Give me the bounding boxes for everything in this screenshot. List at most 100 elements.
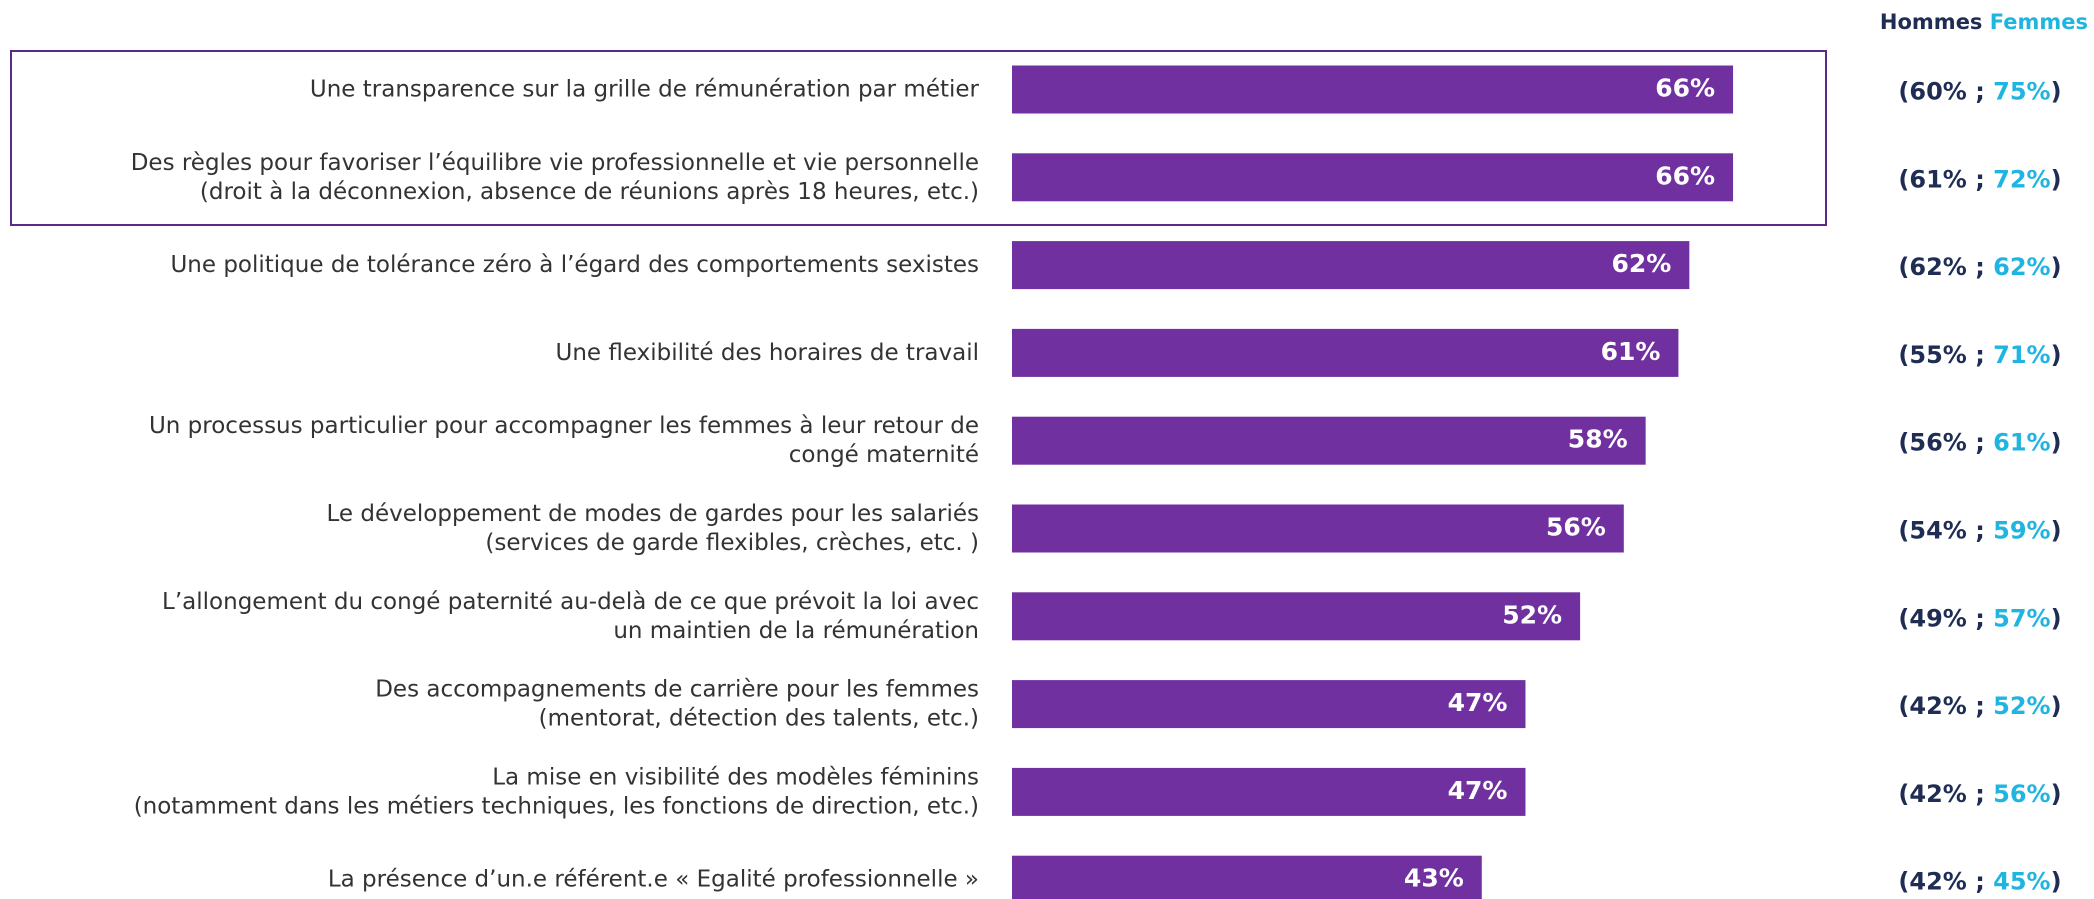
category-label: Une flexibilité des horaires de travail xyxy=(555,339,979,365)
punct: ; xyxy=(1967,604,1993,632)
value-label: 52% xyxy=(1502,600,1562,629)
punct: ; xyxy=(1967,341,1993,369)
category-line: Des accompagnements de carrière pour les… xyxy=(375,676,979,702)
value-label: 66% xyxy=(1655,74,1715,103)
breakdown: (49% ; 57%) xyxy=(1898,604,2061,632)
bar xyxy=(1012,416,1646,465)
punct: ( xyxy=(1898,692,1909,720)
punct: ; xyxy=(1967,78,1993,106)
hommes-value: 42% xyxy=(1909,692,1966,720)
punct: ) xyxy=(2051,429,2062,457)
category-line: L’allongement du congé paternité au-delà… xyxy=(162,588,979,614)
value-label: 47% xyxy=(1448,688,1508,717)
femmes-value: 75% xyxy=(1993,78,2050,106)
punct: ) xyxy=(2051,165,2062,193)
punct: ) xyxy=(2051,517,2062,545)
value-label: 62% xyxy=(1612,249,1672,278)
femmes-value: 62% xyxy=(1993,253,2050,281)
hommes-value: 49% xyxy=(1909,604,1966,632)
punct: ( xyxy=(1898,341,1909,369)
hommes-value: 55% xyxy=(1909,341,1966,369)
category-label: Des règles pour favoriser l’équilibre vi… xyxy=(131,149,979,204)
category-label: Un processus particulier pour accompagne… xyxy=(149,413,979,468)
value-label: 58% xyxy=(1568,425,1628,454)
hommes-value: 54% xyxy=(1909,517,1966,545)
punct: ) xyxy=(2051,868,2062,896)
punct: ( xyxy=(1898,429,1909,457)
category-line: Un processus particulier pour accompagne… xyxy=(149,413,979,439)
femmes-value: 45% xyxy=(1993,868,2050,896)
femmes-value: 72% xyxy=(1993,165,2050,193)
punct: ( xyxy=(1898,780,1909,808)
punct: ) xyxy=(2051,341,2062,369)
punct: ) xyxy=(2051,78,2062,106)
femmes-value: 61% xyxy=(1993,429,2050,457)
punct: ( xyxy=(1898,78,1909,106)
femmes-value: 57% xyxy=(1993,604,2050,632)
category-label: Une transparence sur la grille de rémuné… xyxy=(310,76,980,102)
hommes-value: 56% xyxy=(1909,429,1966,457)
value-label: 43% xyxy=(1404,864,1464,893)
hommes-value: 60% xyxy=(1909,78,1966,106)
legend-entry: Femmes xyxy=(1990,10,2088,34)
breakdown: (42% ; 56%) xyxy=(1898,780,2061,808)
breakdown: (54% ; 59%) xyxy=(1898,517,2061,545)
category-line: (notamment dans les métiers techniques, … xyxy=(134,793,979,819)
bar xyxy=(1012,855,1482,899)
punct: ; xyxy=(1967,517,1993,545)
category-label: La mise en visibilité des modèles fémini… xyxy=(134,764,979,819)
category-line: Des règles pour favoriser l’équilibre vi… xyxy=(131,149,979,175)
breakdown: (62% ; 62%) xyxy=(1898,253,2061,281)
bar xyxy=(1012,592,1581,641)
hommes-value: 62% xyxy=(1909,253,1966,281)
femmes-value: 56% xyxy=(1993,780,2050,808)
category-line: congé maternité xyxy=(789,442,979,468)
breakdown: (42% ; 45%) xyxy=(1898,868,2061,896)
punct: ( xyxy=(1898,165,1909,193)
punct: ( xyxy=(1898,604,1909,632)
punct: ) xyxy=(2051,780,2062,808)
punct: ( xyxy=(1898,253,1909,281)
punct: ; xyxy=(1967,429,1993,457)
category-line: Une transparence sur la grille de rémuné… xyxy=(310,76,980,102)
value-label: 66% xyxy=(1655,161,1715,190)
punct: ( xyxy=(1898,868,1909,896)
category-label: La présence d’un.e référent.e « Egalité … xyxy=(328,866,979,892)
category-line: La présence d’un.e référent.e « Egalité … xyxy=(328,866,979,892)
category-line: (mentorat, détection des talents, etc.) xyxy=(539,705,979,731)
value-label: 61% xyxy=(1601,337,1661,366)
punct: ; xyxy=(1967,253,1993,281)
category-line: (droit à la déconnexion, absence de réun… xyxy=(200,178,979,204)
value-label: 56% xyxy=(1546,513,1606,542)
legend-entry: Hommes xyxy=(1880,10,1983,34)
bar xyxy=(1012,153,1734,202)
punct: ( xyxy=(1898,517,1909,545)
category-line: Une flexibilité des horaires de travail xyxy=(555,339,979,365)
femmes-value: 59% xyxy=(1993,517,2050,545)
category-label: Une politique de tolérance zéro à l’égar… xyxy=(170,252,979,278)
breakdown: (42% ; 52%) xyxy=(1898,692,2061,720)
punct: ; xyxy=(1967,692,1993,720)
hommes-value: 42% xyxy=(1909,868,1966,896)
category-line: Le développement de modes de gardes pour… xyxy=(327,501,979,527)
punct: ; xyxy=(1967,780,1993,808)
bar xyxy=(1012,767,1526,816)
category-line: (services de garde flexibles, crèches, e… xyxy=(485,530,979,556)
bar xyxy=(1012,680,1526,729)
category-line: un maintien de la rémunération xyxy=(613,617,979,643)
value-label: 47% xyxy=(1448,776,1508,805)
breakdown: (61% ; 72%) xyxy=(1898,165,2061,193)
breakdown: (56% ; 61%) xyxy=(1898,429,2061,457)
category-line: Une politique de tolérance zéro à l’égar… xyxy=(170,252,979,278)
punct: ) xyxy=(2051,692,2062,720)
highlight-box xyxy=(10,50,1827,226)
bar xyxy=(1012,328,1679,377)
category-label: Des accompagnements de carrière pour les… xyxy=(375,676,979,731)
punct: ) xyxy=(2051,253,2062,281)
category-label: Le développement de modes de gardes pour… xyxy=(327,501,979,556)
category-line: La mise en visibilité des modèles fémini… xyxy=(492,764,979,790)
breakdown: (55% ; 71%) xyxy=(1898,341,2061,369)
punct: ) xyxy=(2051,604,2062,632)
breakdown: (60% ; 75%) xyxy=(1898,78,2061,106)
